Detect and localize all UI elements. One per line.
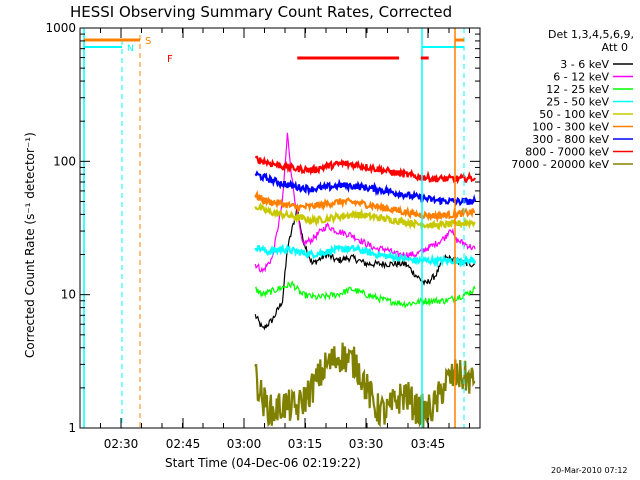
legend-label-4: 25 - 50 keV <box>546 96 609 109</box>
flare-label: F <box>167 54 173 65</box>
x-tick-label-2: 02:45 <box>166 437 201 451</box>
x-axis-label: Start Time (04-Dec-06 02:19:22) <box>165 456 361 470</box>
y-tick-label-4: 1000 <box>45 21 76 35</box>
legend-label-1: 3 - 6 keV <box>560 58 609 71</box>
x-tick-label-4: 03:15 <box>288 437 323 451</box>
legend-label-6: 100 - 300 keV <box>532 121 609 134</box>
series-line-2 <box>254 132 476 274</box>
x-tick-label-1: 02:30 <box>104 437 139 451</box>
x-tick-label-5: 03:30 <box>349 437 384 451</box>
legend-header-2: Att 0 <box>602 41 628 54</box>
series-line-9 <box>254 342 476 429</box>
y-axis-label: Corrected Count Rate (s⁻¹ detector⁻¹) <box>23 132 37 358</box>
x-tick-label-6: 03:45 <box>411 437 446 451</box>
series-line-6 <box>254 189 476 223</box>
y-tick-label-1: 1 <box>68 421 76 435</box>
series-line-1 <box>254 206 476 331</box>
plot-frame <box>79 27 481 429</box>
legend-label-3: 12 - 25 keV <box>546 83 609 96</box>
y-axis: 1 10 100 1000 <box>45 21 480 435</box>
series-line-8 <box>255 155 477 185</box>
legend-label-9: 7000 - 20000 keV <box>511 158 609 171</box>
x-tick-label-3: 03:00 <box>227 437 262 451</box>
chart-title: HESSI Observing Summary Count Rates, Cor… <box>70 3 452 21</box>
y-tick-label-2: 10 <box>61 288 76 302</box>
night-label: N <box>127 44 134 54</box>
saa-label: S <box>145 36 151 47</box>
series-line-5 <box>254 201 476 231</box>
x-axis: 02:30 02:45 03:00 03:15 03:30 03:45 <box>79 28 470 451</box>
series-lines <box>254 132 477 429</box>
y-tick-label-3: 100 <box>53 154 76 168</box>
legend-label-7: 300 - 800 keV <box>532 133 609 146</box>
series-line-4 <box>254 243 477 269</box>
legend-header-1: Det 1,3,4,5,6,9, <box>548 28 634 41</box>
series-line-3 <box>254 280 476 309</box>
footer-date: 20-Mar-2010 07:12 <box>551 466 628 475</box>
legend-label-8: 800 - 7000 keV <box>525 146 609 159</box>
legend-label-2: 6 - 12 keV <box>553 71 609 84</box>
overlays: F S N <box>83 28 465 428</box>
series-line-7 <box>254 170 477 207</box>
legend-label-5: 50 - 100 keV <box>539 108 609 121</box>
